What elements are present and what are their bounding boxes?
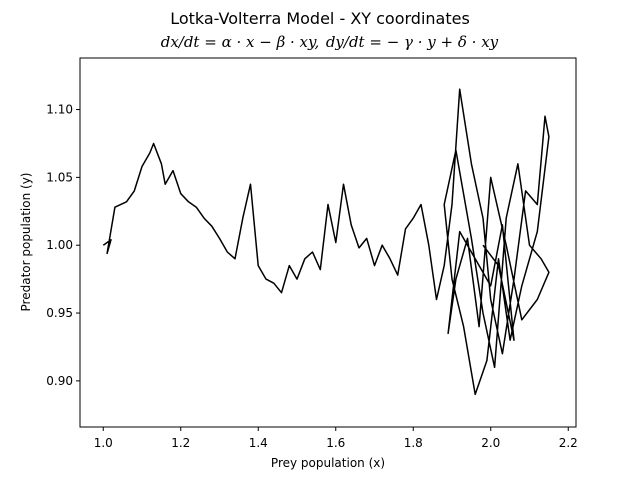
y-axis-label: Predator population (y) [19,173,33,312]
y-tick-label: 0.90 [46,374,73,388]
y-tick-label: 0.95 [46,306,73,320]
plot-frame [79,57,577,428]
chart-title: Lotka-Volterra Model - XY coordinates [170,9,470,28]
y-tick-label: 1.05 [46,170,73,184]
y-tick-label: 1.00 [46,238,73,252]
series-line-0 [102,88,550,396]
x-tick-label: 1.6 [326,436,345,450]
x-tick-label: 2.2 [559,436,578,450]
y-tick-label: 1.10 [46,103,73,117]
x-axis: 1.0 1.2 1.4 1.6 1.8 2.0 2.2 [94,427,578,450]
x-axis-label: Prey population (x) [271,456,385,470]
x-tick-label: 1.4 [249,436,268,450]
y-axis: 0.90 0.95 1.00 1.05 1.10 [46,103,80,388]
x-tick-label: 1.0 [94,436,113,450]
equation-dx: dx/dt = α · x − β · xy, [161,33,320,51]
plot-area [102,88,550,396]
equation-dy: dy/dt = − γ · y + δ · xy [326,33,499,51]
x-tick-label: 1.2 [171,436,190,450]
x-tick-label: 1.8 [404,436,423,450]
x-tick-label: 2.0 [481,436,500,450]
